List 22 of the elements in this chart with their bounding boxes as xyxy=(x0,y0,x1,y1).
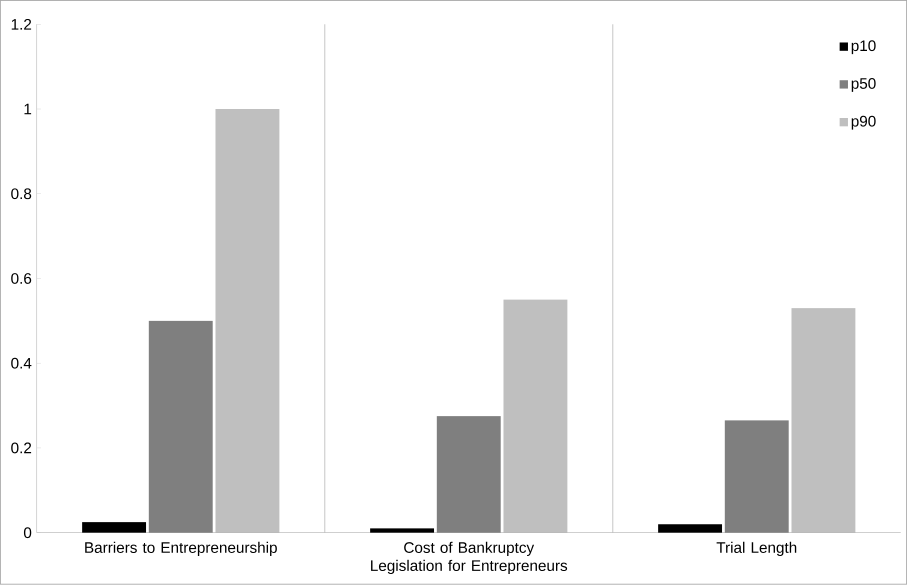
legend-label: p50 xyxy=(852,78,876,92)
bar xyxy=(82,522,146,533)
bar xyxy=(436,416,501,533)
x-tick-label: Trial Length xyxy=(716,542,796,556)
bar xyxy=(215,109,280,533)
x-tick-label: Barriers to Entrepreneurship xyxy=(85,542,277,556)
bar xyxy=(791,308,856,533)
y-tick-label: 0 xyxy=(24,527,32,538)
bar xyxy=(503,300,568,533)
bar xyxy=(370,528,434,533)
y-tick-label: 0.2 xyxy=(11,442,32,454)
y-tick-label: 1 xyxy=(24,104,32,114)
y-tick-label: 0.4 xyxy=(11,358,32,369)
bar xyxy=(724,420,789,533)
y-tick-label: 0.8 xyxy=(11,188,32,200)
bar xyxy=(658,524,722,533)
x-tick-label: Cost of Bankruptcy Legislation for Entrepreneurs xyxy=(371,542,568,574)
y-tick-label: 1.2 xyxy=(12,19,32,30)
bar xyxy=(148,321,213,533)
legend-label: p90 xyxy=(852,116,876,130)
y-tick-label: 0.6 xyxy=(11,273,32,284)
legend-label: p10 xyxy=(852,40,876,54)
